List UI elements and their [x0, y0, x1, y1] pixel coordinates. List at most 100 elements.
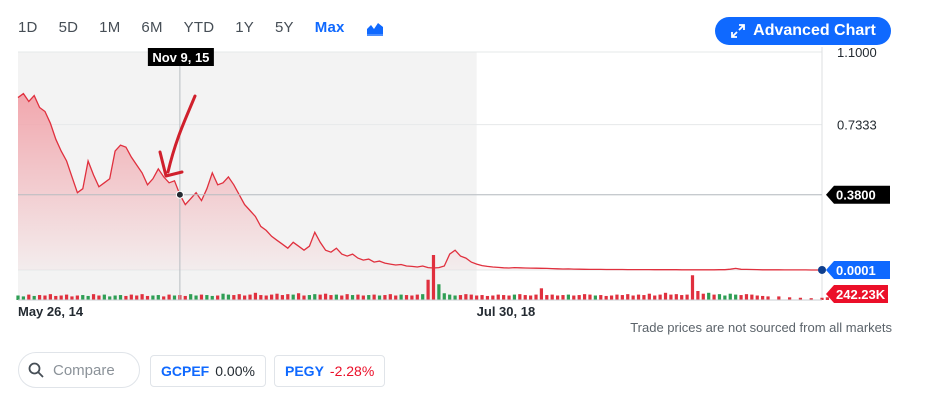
volume-bar: [809, 298, 813, 300]
x-tick-label: Jul 30, 18: [477, 304, 536, 319]
volume-bar: [480, 295, 484, 300]
volume-bar: [545, 295, 549, 300]
range-5y-button[interactable]: 5Y: [275, 19, 294, 36]
volume-bar: [631, 295, 635, 300]
volume-bar: [48, 294, 52, 300]
price-area: [18, 93, 822, 270]
volume-bar: [761, 295, 765, 300]
volume-bar: [183, 295, 187, 300]
volume-bar: [566, 294, 570, 300]
volume-bar: [280, 295, 285, 300]
volume-bar: [728, 293, 732, 300]
volume-bar: [739, 295, 743, 300]
volume-bar: [448, 294, 452, 300]
volume-bar: [172, 295, 177, 300]
volume-bar: [334, 294, 338, 300]
volume-bar: [54, 295, 58, 300]
volume-bar: [162, 296, 166, 300]
range-6m-button[interactable]: 6M: [141, 19, 163, 36]
volume-bar: [394, 295, 398, 300]
last-price-label: 0.0001: [836, 263, 876, 278]
volume-bar: [550, 294, 554, 300]
volume-bar: [377, 295, 382, 300]
volume-bar: [372, 294, 376, 300]
search-icon: [28, 362, 44, 378]
volume-bar: [399, 294, 403, 300]
volume-badge: [826, 285, 888, 303]
crosshair-date-badge: [147, 48, 214, 66]
volume-bar: [717, 294, 722, 300]
volume-bar: [496, 294, 500, 300]
volume-bar: [318, 294, 322, 300]
volume-bar: [529, 295, 533, 300]
range-selector: 1D 5D 1M 6M YTD 1Y 5Y Max: [18, 19, 384, 36]
volume-bar: [302, 295, 306, 300]
volume-bar: [226, 294, 231, 300]
crosshair-price-badge: [826, 185, 890, 204]
volume-bar: [437, 284, 441, 300]
volume-bar: [572, 295, 576, 300]
ticker-chip-gcpef[interactable]: GCPEF 0.00%: [150, 355, 266, 387]
volume-bar: [156, 295, 160, 300]
volume-bar: [313, 294, 317, 300]
range-ytd-button[interactable]: YTD: [183, 19, 215, 36]
volume-bar: [507, 295, 511, 300]
ticker-symbol: GCPEF: [161, 363, 210, 379]
annotation-arrow: [158, 94, 197, 178]
volume-bar: [561, 295, 565, 300]
volume-bar: [555, 295, 560, 300]
advanced-chart-button[interactable]: Advanced Chart: [715, 17, 891, 45]
volume-bar: [356, 294, 360, 300]
volume-bar: [108, 296, 112, 300]
volume-bar: [388, 294, 392, 300]
volume-bar: [469, 294, 473, 300]
volume-bar: [788, 297, 792, 300]
volume-bar: [518, 294, 522, 300]
volume-bar: [755, 295, 759, 300]
mountain-chart-icon[interactable]: [366, 20, 384, 36]
compare-field[interactable]: [18, 352, 140, 388]
x-tick-label: May 26, 14: [18, 304, 84, 319]
volume-bar: [264, 295, 268, 300]
volume-bar: [21, 296, 26, 300]
volume-bar: [27, 294, 31, 300]
range-5d-button[interactable]: 5D: [58, 19, 79, 36]
volume-bar: [102, 294, 106, 300]
volume-bar: [453, 295, 457, 300]
range-1d-button[interactable]: 1D: [18, 19, 38, 36]
volume-bar: [502, 295, 506, 300]
volume-bar: [329, 295, 333, 300]
range-1y-button[interactable]: 1Y: [235, 19, 255, 36]
data-source-footnote: Trade prices are not sourced from all ma…: [630, 320, 892, 335]
compare-input[interactable]: [51, 360, 135, 380]
volume-bar: [777, 296, 781, 300]
volume-bar: [210, 295, 214, 300]
volume-bar: [232, 295, 236, 300]
volume-bar: [464, 294, 468, 300]
volume-bar: [593, 295, 597, 300]
ticker-change: 0.00%: [215, 363, 255, 379]
volume-bar: [216, 295, 220, 300]
volume-bar: [350, 295, 355, 300]
y-tick-label: 1.1000: [837, 45, 877, 60]
range-max-button[interactable]: Max: [314, 19, 345, 36]
price-chart[interactable]: Nov 9, 15 1.1000 0.7333 0.3800 0.0001 242.23K…: [0, 0, 932, 320]
volume-bar: [64, 294, 69, 300]
volume-bar: [118, 295, 123, 300]
volume-bar: [367, 295, 371, 300]
volume-bar: [604, 295, 608, 300]
volume-bar: [577, 295, 581, 300]
volume-bar: [189, 294, 193, 300]
volume-bar: [663, 292, 668, 300]
range-1m-button[interactable]: 1M: [99, 19, 121, 36]
volume-bar: [825, 297, 830, 300]
volume-bar: [744, 294, 749, 300]
volume-bar: [442, 293, 446, 300]
ticker-chip-pegy[interactable]: PEGY -2.28%: [274, 355, 386, 387]
volume-bar: [275, 293, 279, 300]
volume-bar: [599, 295, 603, 300]
volume-bar: [642, 295, 646, 300]
volume-bar: [270, 294, 274, 300]
volume-bar: [615, 294, 619, 300]
volume-bar: [340, 295, 344, 300]
